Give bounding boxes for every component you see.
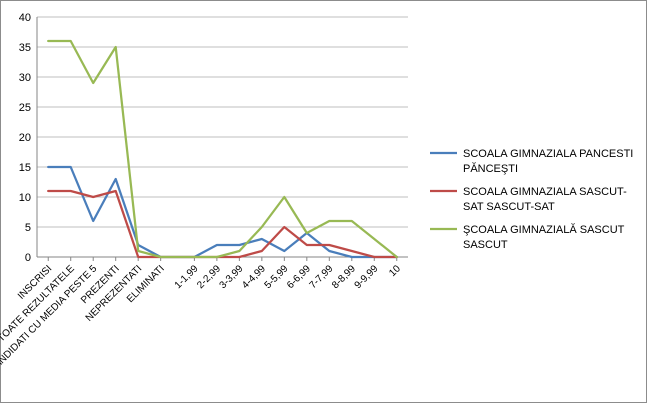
y-tick-label: 35 — [19, 42, 31, 54]
legend-entry: ŞCOALA GIMNAZIALĂ SASCUT SASCUT — [463, 223, 625, 251]
y-tick-label: 25 — [19, 102, 31, 114]
series-lines — [47, 39, 398, 259]
gridlines — [37, 16, 408, 228]
legend: SCOALA GIMNAZIALA PANCESTI PĂNCEŞTI SCOALA… — [430, 148, 633, 251]
x-tick-label: 7-7,99 — [308, 263, 336, 291]
legend-entry: SCOALA GIMNAZIALA PANCESTI PĂNCEŞTI — [463, 148, 633, 175]
x-tick-label: 5-5,99 — [263, 263, 291, 291]
series-line-1 — [47, 165, 398, 259]
x-tick-label: 2-2,99 — [195, 263, 223, 291]
x-tick-label: 6-6,99 — [285, 263, 313, 291]
x-tick-label: 3-3,99 — [218, 263, 246, 291]
y-tick-label: 20 — [19, 132, 31, 144]
y-tick-label: 15 — [19, 162, 31, 174]
x-tick-label: 10 — [387, 263, 403, 279]
y-tick-label: 10 — [19, 192, 31, 204]
y-tick-label: 5 — [25, 222, 31, 234]
axes — [36, 17, 408, 261]
x-tick-label: 9-9,99 — [353, 263, 381, 291]
x-tick-label: 1-1,99 — [173, 263, 201, 291]
x-tick-label: 8-8,99 — [330, 263, 358, 291]
y-tick-label: 30 — [19, 72, 31, 84]
y-tick-label: 0 — [25, 252, 31, 264]
y-tick-label: 40 — [19, 12, 31, 24]
x-tick-label: 4-4,99 — [240, 263, 268, 291]
series-line-2 — [47, 189, 398, 259]
legend-entry: SCOALA GIMNAZIALA SASCUT-SAT SASCUT-SAT — [463, 186, 627, 213]
y-tick-labels: 0 5 10 15 20 25 30 35 40 — [19, 12, 31, 264]
series-line-3 — [47, 39, 398, 259]
